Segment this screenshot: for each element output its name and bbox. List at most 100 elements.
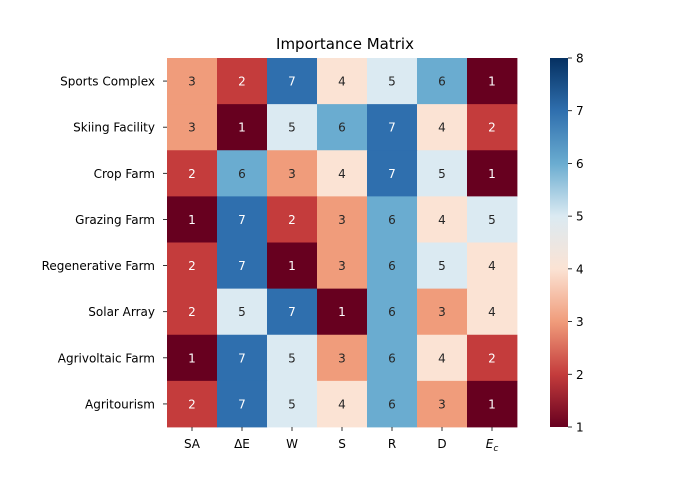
cell-value-label: 6 <box>238 167 246 181</box>
heatmap-cell <box>167 196 218 243</box>
cell-value-label: 5 <box>488 213 496 227</box>
heatmap-cell <box>167 334 218 382</box>
cell-value-label: 5 <box>238 305 246 319</box>
cell-value-label: 7 <box>238 397 246 411</box>
column-tick-label: S <box>338 437 346 451</box>
colorbar: 1 2 3 4 5 6 7 8 <box>550 52 584 435</box>
row-labels: Sports Complex Skiing Facility Crop Farm Gr… <box>42 75 167 411</box>
cell-value-label: 5 <box>388 75 396 89</box>
heatmap-cell <box>217 334 268 382</box>
cell-value-label: 5 <box>288 397 296 411</box>
heatmap-cell <box>167 380 218 428</box>
heatmap-cell <box>217 242 268 290</box>
colorbar-tick-label: 6 <box>576 157 584 171</box>
cell-value-label: 5 <box>438 167 446 181</box>
cell-value-label: 7 <box>238 351 246 365</box>
heatmap-cell <box>167 288 218 336</box>
heatmap-cell <box>367 58 418 105</box>
row-tick-label: Crop Farm <box>94 167 155 181</box>
cell-value-label: 2 <box>238 75 246 89</box>
cell-value-label: 3 <box>188 121 196 135</box>
heatmap-cell <box>167 58 218 105</box>
cell-value-label: 1 <box>488 167 496 181</box>
cell-value-label: 6 <box>388 305 396 319</box>
heatmap-cell <box>417 242 468 290</box>
heatmap-cell <box>417 58 468 105</box>
heatmap-cell <box>367 150 418 197</box>
heatmap-cell <box>317 104 368 151</box>
heatmap-cell <box>467 242 518 290</box>
cell-value-label: 6 <box>388 351 396 365</box>
cell-value-label: 4 <box>338 397 346 411</box>
cell-value-label: 6 <box>438 75 446 89</box>
cell-value-label: 1 <box>288 259 296 273</box>
column-tick-label: D <box>437 437 446 451</box>
cell-value-label: 2 <box>188 305 196 319</box>
cell-value-label: 4 <box>488 305 496 319</box>
heatmap-cell <box>467 104 518 151</box>
heatmap-cell <box>317 242 368 290</box>
cell-value-label: 1 <box>338 305 346 319</box>
colorbar-tick-label: 7 <box>576 104 584 118</box>
heatmap-cell <box>267 150 318 197</box>
column-tick-label: SA <box>184 437 201 451</box>
heatmap-cell <box>317 58 368 105</box>
heatmap-cell <box>267 104 318 151</box>
heatmap-cell <box>317 334 368 382</box>
heatmap-cell <box>367 196 418 243</box>
column-labels: SA ΔE W S R D Ec <box>184 427 498 454</box>
cell-value-label: 4 <box>438 351 446 365</box>
row-tick-label: Agritourism <box>85 397 155 411</box>
colorbar-gradient <box>550 58 568 427</box>
row-tick-label: Solar Array <box>88 305 155 319</box>
heatmap-cell <box>467 196 518 243</box>
heatmap-cell <box>317 196 368 243</box>
heatmap-cell <box>317 288 368 336</box>
heatmap-cell <box>167 150 218 197</box>
cell-value-label: 4 <box>338 75 346 89</box>
cell-value-label: 5 <box>288 121 296 135</box>
cell-value-label: 7 <box>238 213 246 227</box>
colorbar-tick-label: 1 <box>576 421 584 435</box>
column-tick-label: R <box>388 437 396 451</box>
heatmap-cell <box>467 288 518 336</box>
heatmap-cell <box>417 380 468 428</box>
cell-value-label: 1 <box>488 397 496 411</box>
cell-value-label: 5 <box>288 351 296 365</box>
cell-value-label: 7 <box>238 259 246 273</box>
heatmap-cell <box>467 58 518 105</box>
heatmap-cell <box>217 150 268 197</box>
heatmap-cell <box>317 380 368 428</box>
cell-value-label: 7 <box>388 167 396 181</box>
heatmap-cell <box>367 334 418 382</box>
heatmap-cell <box>417 334 468 382</box>
heatmap-cell <box>417 196 468 243</box>
heatmap-cell <box>267 288 318 336</box>
cell-value-label: 3 <box>338 259 346 273</box>
heatmap-cell <box>167 242 218 290</box>
cell-value-label: 3 <box>438 397 446 411</box>
row-tick-label: Regenerative Farm <box>42 259 155 273</box>
column-tick-label: Ec <box>486 437 499 454</box>
cell-value-label: 2 <box>188 397 196 411</box>
cell-value-label: 4 <box>438 213 446 227</box>
colorbar-tick-label: 8 <box>576 52 584 66</box>
colorbar-tick-label: 4 <box>576 262 584 276</box>
heatmap-cell <box>367 104 418 151</box>
colorbar-tick-label: 5 <box>576 210 584 224</box>
column-tick-label: W <box>286 437 298 451</box>
cell-value-label: 6 <box>338 121 346 135</box>
heatmap-cell <box>417 104 468 151</box>
cell-value-label: 2 <box>188 259 196 273</box>
cell-value-label: 3 <box>438 305 446 319</box>
cell-value-label: 3 <box>288 167 296 181</box>
cell-value-label: 5 <box>438 259 446 273</box>
cell-value-label: 3 <box>188 75 196 89</box>
cell-value-label: 6 <box>388 397 396 411</box>
heatmap-cell <box>467 380 518 428</box>
heatmap-cell <box>267 334 318 382</box>
cell-value-label: 2 <box>288 213 296 227</box>
heatmap-cell <box>317 150 368 197</box>
heatmap-cell <box>467 334 518 382</box>
